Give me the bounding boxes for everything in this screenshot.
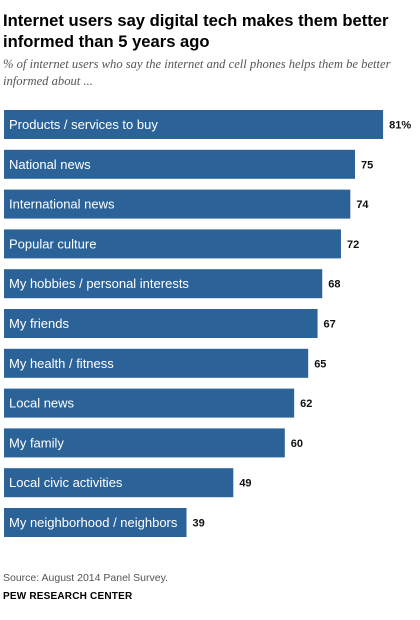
category-label: My neighborhood / neighbors [9, 515, 178, 530]
value-label: 67 [324, 319, 336, 331]
value-label: 74 [356, 199, 369, 211]
bar [4, 348, 309, 378]
bar [4, 189, 351, 219]
category-label: Popular culture [9, 236, 96, 251]
value-label: 39 [193, 518, 205, 530]
category-label: My hobbies / personal interests [9, 276, 189, 291]
category-label: Products / services to buy [9, 117, 158, 132]
category-label: Local news [9, 396, 75, 411]
value-label: 62 [300, 398, 312, 410]
category-label: My family [9, 435, 64, 450]
chart-subtitle: % of internet users who say the internet… [3, 57, 391, 88]
organization-credit: PEW RESEARCH CENTER [3, 591, 133, 602]
value-label: 49 [239, 478, 251, 490]
value-label: 72 [347, 239, 359, 251]
bar [4, 229, 341, 259]
value-label: 60 [291, 438, 303, 450]
bar [4, 428, 285, 458]
source-note: Source: August 2014 Panel Survey. [3, 572, 168, 584]
category-label: My friends [9, 316, 69, 331]
bar [4, 468, 234, 498]
bar [4, 110, 384, 139]
value-label: 75 [361, 159, 373, 171]
bar [4, 388, 295, 418]
bar [4, 309, 318, 338]
category-label: National news [9, 157, 91, 172]
value-label: 68 [328, 279, 340, 291]
bar [4, 269, 323, 299]
category-label: My health / fitness [9, 356, 114, 371]
category-label: Local civic activities [9, 475, 123, 490]
value-label: 81% [389, 120, 411, 132]
value-label: 65 [314, 358, 326, 370]
chart-title: Internet users say digital tech makes th… [3, 11, 389, 51]
category-label: International news [9, 197, 115, 212]
bar [4, 149, 355, 179]
bar [4, 508, 187, 537]
bar-chart: Products / services to buy 81% National ne… [4, 110, 411, 537]
